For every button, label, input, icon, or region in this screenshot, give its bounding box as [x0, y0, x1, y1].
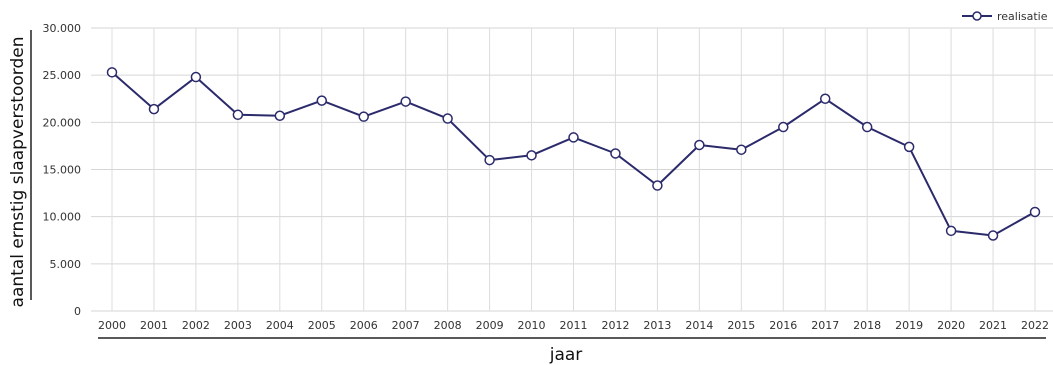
- data-point[interactable]: [442, 113, 453, 124]
- y-tick-label: 0: [74, 305, 81, 318]
- x-tick-label: 2018: [853, 319, 881, 332]
- x-tick-label: 2002: [182, 319, 210, 332]
- x-tick-label: 2013: [643, 319, 671, 332]
- data-point[interactable]: [987, 230, 999, 241]
- x-tick-label: 2011: [560, 319, 588, 332]
- data-point[interactable]: [274, 110, 286, 121]
- data-point[interactable]: [316, 95, 328, 106]
- data-point[interactable]: [484, 154, 495, 166]
- data-point[interactable]: [652, 180, 663, 191]
- y-tick-label: 30.000: [43, 22, 82, 35]
- y-tick-label: 15.000: [43, 164, 82, 177]
- legend[interactable]: realisatie: [962, 10, 1048, 23]
- y-axis-title: aantal ernstig slaapverstoorden: [8, 37, 28, 308]
- series-realisatie: [106, 67, 1041, 241]
- x-tick-label: 2021: [979, 319, 1007, 332]
- data-point[interactable]: [903, 141, 915, 153]
- x-tick-label: 2005: [308, 319, 336, 332]
- y-axis-ticks: 0 5.000 10.000 15.000 20.000 25.000 30.000: [43, 22, 82, 318]
- legend-marker: [972, 11, 982, 21]
- y-tick-label: 20.000: [43, 116, 82, 129]
- data-point[interactable]: [568, 132, 579, 143]
- x-tick-label: 2020: [937, 319, 965, 332]
- x-tick-label: 2014: [685, 319, 713, 332]
- x-tick-label: 2006: [350, 319, 378, 332]
- data-point[interactable]: [610, 148, 621, 159]
- data-point[interactable]: [861, 121, 873, 133]
- data-point[interactable]: [358, 111, 369, 122]
- data-point[interactable]: [106, 67, 118, 78]
- x-tick-label: 2000: [98, 319, 126, 332]
- x-tick-label: 2015: [727, 319, 755, 332]
- x-tick-label: 2001: [140, 319, 168, 332]
- data-point[interactable]: [819, 93, 831, 104]
- legend-label: realisatie: [997, 10, 1048, 23]
- data-point[interactable]: [148, 103, 160, 115]
- data-point[interactable]: [694, 139, 705, 151]
- data-point[interactable]: [778, 121, 789, 133]
- x-tick-label: 2019: [895, 319, 923, 332]
- x-tick-label: 2010: [518, 319, 546, 332]
- data-point[interactable]: [400, 96, 411, 107]
- grid: [91, 27, 1053, 312]
- x-tick-label: 2003: [224, 319, 252, 332]
- x-tick-label: 2004: [266, 319, 294, 332]
- x-axis-title: jaar: [549, 345, 583, 365]
- data-point[interactable]: [190, 71, 202, 83]
- x-tick-label: 2009: [476, 319, 504, 332]
- x-tick-label: 2016: [769, 319, 797, 332]
- x-axis-ticks: 2000 2001 2002 2003 2004 2005 2006 2007 2008 2009…: [98, 319, 1049, 332]
- y-tick-label: 5.000: [50, 258, 82, 271]
- y-tick-label: 10.000: [43, 211, 82, 224]
- data-point[interactable]: [526, 150, 537, 161]
- data-point[interactable]: [945, 225, 957, 237]
- x-tick-label: 2012: [601, 319, 629, 332]
- data-point[interactable]: [1029, 206, 1041, 218]
- data-point[interactable]: [736, 144, 747, 155]
- x-tick-label: 2008: [434, 319, 462, 332]
- x-tick-label: 2007: [392, 319, 420, 332]
- y-tick-label: 25.000: [43, 69, 82, 82]
- x-tick-label: 2022: [1021, 319, 1049, 332]
- x-tick-label: 2017: [811, 319, 839, 332]
- data-point[interactable]: [232, 109, 244, 121]
